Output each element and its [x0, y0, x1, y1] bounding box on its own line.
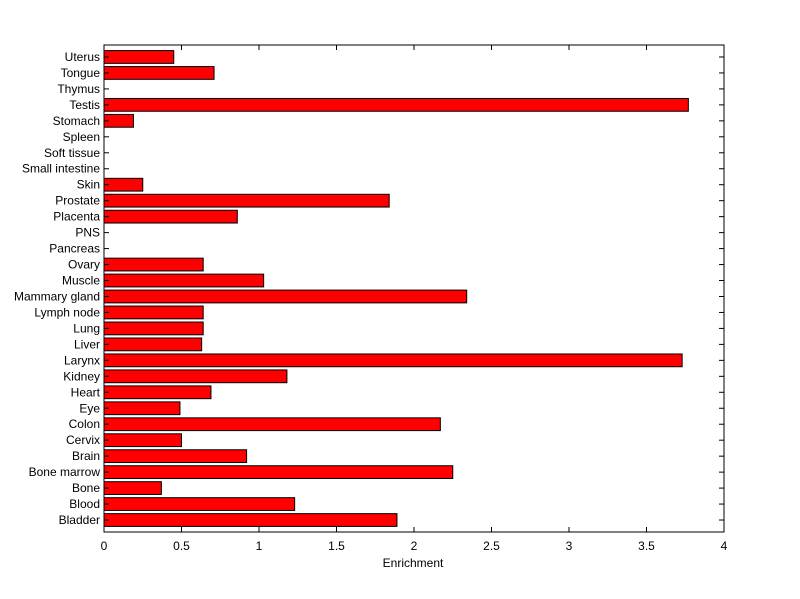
y-tick-label: Brain [72, 449, 100, 463]
y-tick-label: Skin [77, 178, 100, 192]
bar-bone-marrow [103, 465, 454, 480]
ticks-group [103, 45, 725, 532]
bar-prostate [103, 193, 390, 208]
y-tick-label: Tongue [61, 66, 101, 80]
bar-placenta [103, 209, 238, 224]
y-tick-label: Colon [69, 417, 100, 431]
y-tick-label: Spleen [63, 130, 100, 144]
y-tick-label: Lung [73, 321, 100, 335]
y-tick-label: Larynx [64, 353, 100, 367]
bar-ovary [103, 257, 204, 272]
y-tick-label: Kidney [63, 369, 100, 383]
bar-brain [103, 449, 248, 464]
bar-testis [103, 97, 689, 112]
y-tick-label: Soft tissue [44, 146, 100, 160]
y-tick-label: Liver [74, 337, 100, 351]
y-tick-label: Heart [71, 385, 101, 399]
bar-heart [103, 385, 212, 400]
bar-bone [103, 481, 162, 495]
x-tick-label: 0 [101, 539, 108, 553]
x-tick-label: 3 [566, 539, 573, 553]
x-tick-label: 2.5 [483, 539, 500, 553]
bar-liver [103, 337, 203, 352]
y-tick-label: Bone marrow [29, 465, 101, 479]
x-tick-label: 2 [411, 539, 418, 553]
y-tick-label: Mammary gland [14, 289, 100, 303]
bar-eye [103, 401, 181, 416]
bar-lymph-node [103, 305, 204, 320]
y-tick-label: Eye [79, 401, 100, 415]
x-axis-label: Enrichment [383, 556, 444, 570]
bar-bladder [103, 513, 398, 527]
y-tick-label: Uterus [65, 50, 100, 64]
x-tick-label: 4 [721, 539, 728, 553]
y-tick-label: Testis [69, 98, 100, 112]
x-tick-label: 1.5 [328, 539, 345, 553]
bar-kidney [103, 369, 288, 384]
y-tick-label: Ovary [68, 258, 100, 272]
y-tick-label: Lymph node [34, 305, 100, 319]
bar-tongue [103, 66, 215, 80]
y-tick-label: Small intestine [22, 162, 100, 176]
bar-cervix [103, 433, 182, 448]
bar-larynx [103, 353, 683, 368]
y-tick-label: Bone [72, 481, 100, 495]
y-tick-label: Placenta [53, 210, 100, 224]
bar-skin [103, 177, 144, 192]
x-tick-label: 0.5 [173, 539, 190, 553]
y-tick-label: Bladder [59, 513, 100, 527]
bars-group [103, 50, 689, 527]
y-tick-labels: Bladder Blood Bone Bone marrow Brain Cervix Co… [14, 50, 101, 527]
y-tick-label: Prostate [55, 194, 100, 208]
y-tick-label: Cervix [66, 433, 100, 447]
bar-blood [103, 497, 296, 511]
bar-mammary-gland [103, 289, 468, 304]
y-tick-label: Pancreas [49, 242, 100, 256]
x-tick-label: 3.5 [638, 539, 655, 553]
y-tick-label: Stomach [53, 114, 100, 128]
y-tick-label: Blood [69, 497, 100, 511]
bar-muscle [103, 273, 265, 288]
y-tick-label: PNS [75, 226, 100, 240]
y-tick-label: Muscle [62, 274, 100, 288]
x-tick-labels: 0 0.5 1 1.5 2 2.5 3 3.5 4 [101, 539, 728, 553]
y-tick-label: Thymus [57, 82, 100, 96]
bar-lung [103, 321, 204, 336]
bar-colon [103, 417, 441, 432]
x-tick-label: 1 [256, 539, 263, 553]
bar-uterus [103, 50, 175, 64]
